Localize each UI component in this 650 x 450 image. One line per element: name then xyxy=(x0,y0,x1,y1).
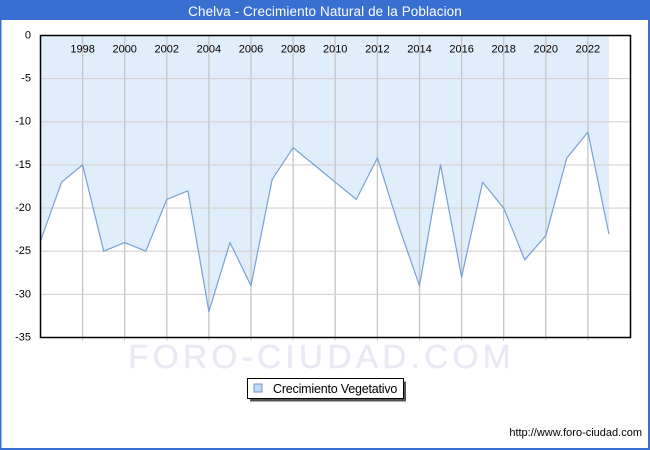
svg-text:2000: 2000 xyxy=(112,44,136,56)
svg-text:2004: 2004 xyxy=(197,44,221,56)
svg-text:-20: -20 xyxy=(15,202,31,214)
svg-text:2018: 2018 xyxy=(491,44,515,56)
svg-text:2014: 2014 xyxy=(407,44,431,56)
svg-text:Chelva - Crecimiento Natural d: Chelva - Crecimiento Natural de la Pobla… xyxy=(188,4,462,19)
svg-text:0: 0 xyxy=(25,29,31,41)
svg-text:2016: 2016 xyxy=(449,44,473,56)
svg-text:-15: -15 xyxy=(15,159,31,171)
svg-text:-10: -10 xyxy=(15,116,31,128)
svg-text:2008: 2008 xyxy=(281,44,305,56)
svg-text:2020: 2020 xyxy=(534,44,558,56)
svg-text:Crecimiento Vegetativo: Crecimiento Vegetativo xyxy=(273,382,397,396)
svg-text:-35: -35 xyxy=(15,331,31,343)
svg-text:2006: 2006 xyxy=(239,44,263,56)
svg-text:-25: -25 xyxy=(15,245,31,257)
svg-text:2002: 2002 xyxy=(155,44,179,56)
svg-text:2010: 2010 xyxy=(323,44,347,56)
svg-text:2012: 2012 xyxy=(365,44,389,56)
svg-text:2022: 2022 xyxy=(576,44,600,56)
svg-text:-30: -30 xyxy=(15,288,31,300)
svg-text:http://www.foro-ciudad.com: http://www.foro-ciudad.com xyxy=(509,427,642,439)
svg-text:-5: -5 xyxy=(21,73,31,85)
svg-text:1998: 1998 xyxy=(70,44,94,56)
svg-text:FORO-CIUDAD.COM: FORO-CIUDAD.COM xyxy=(128,339,515,376)
